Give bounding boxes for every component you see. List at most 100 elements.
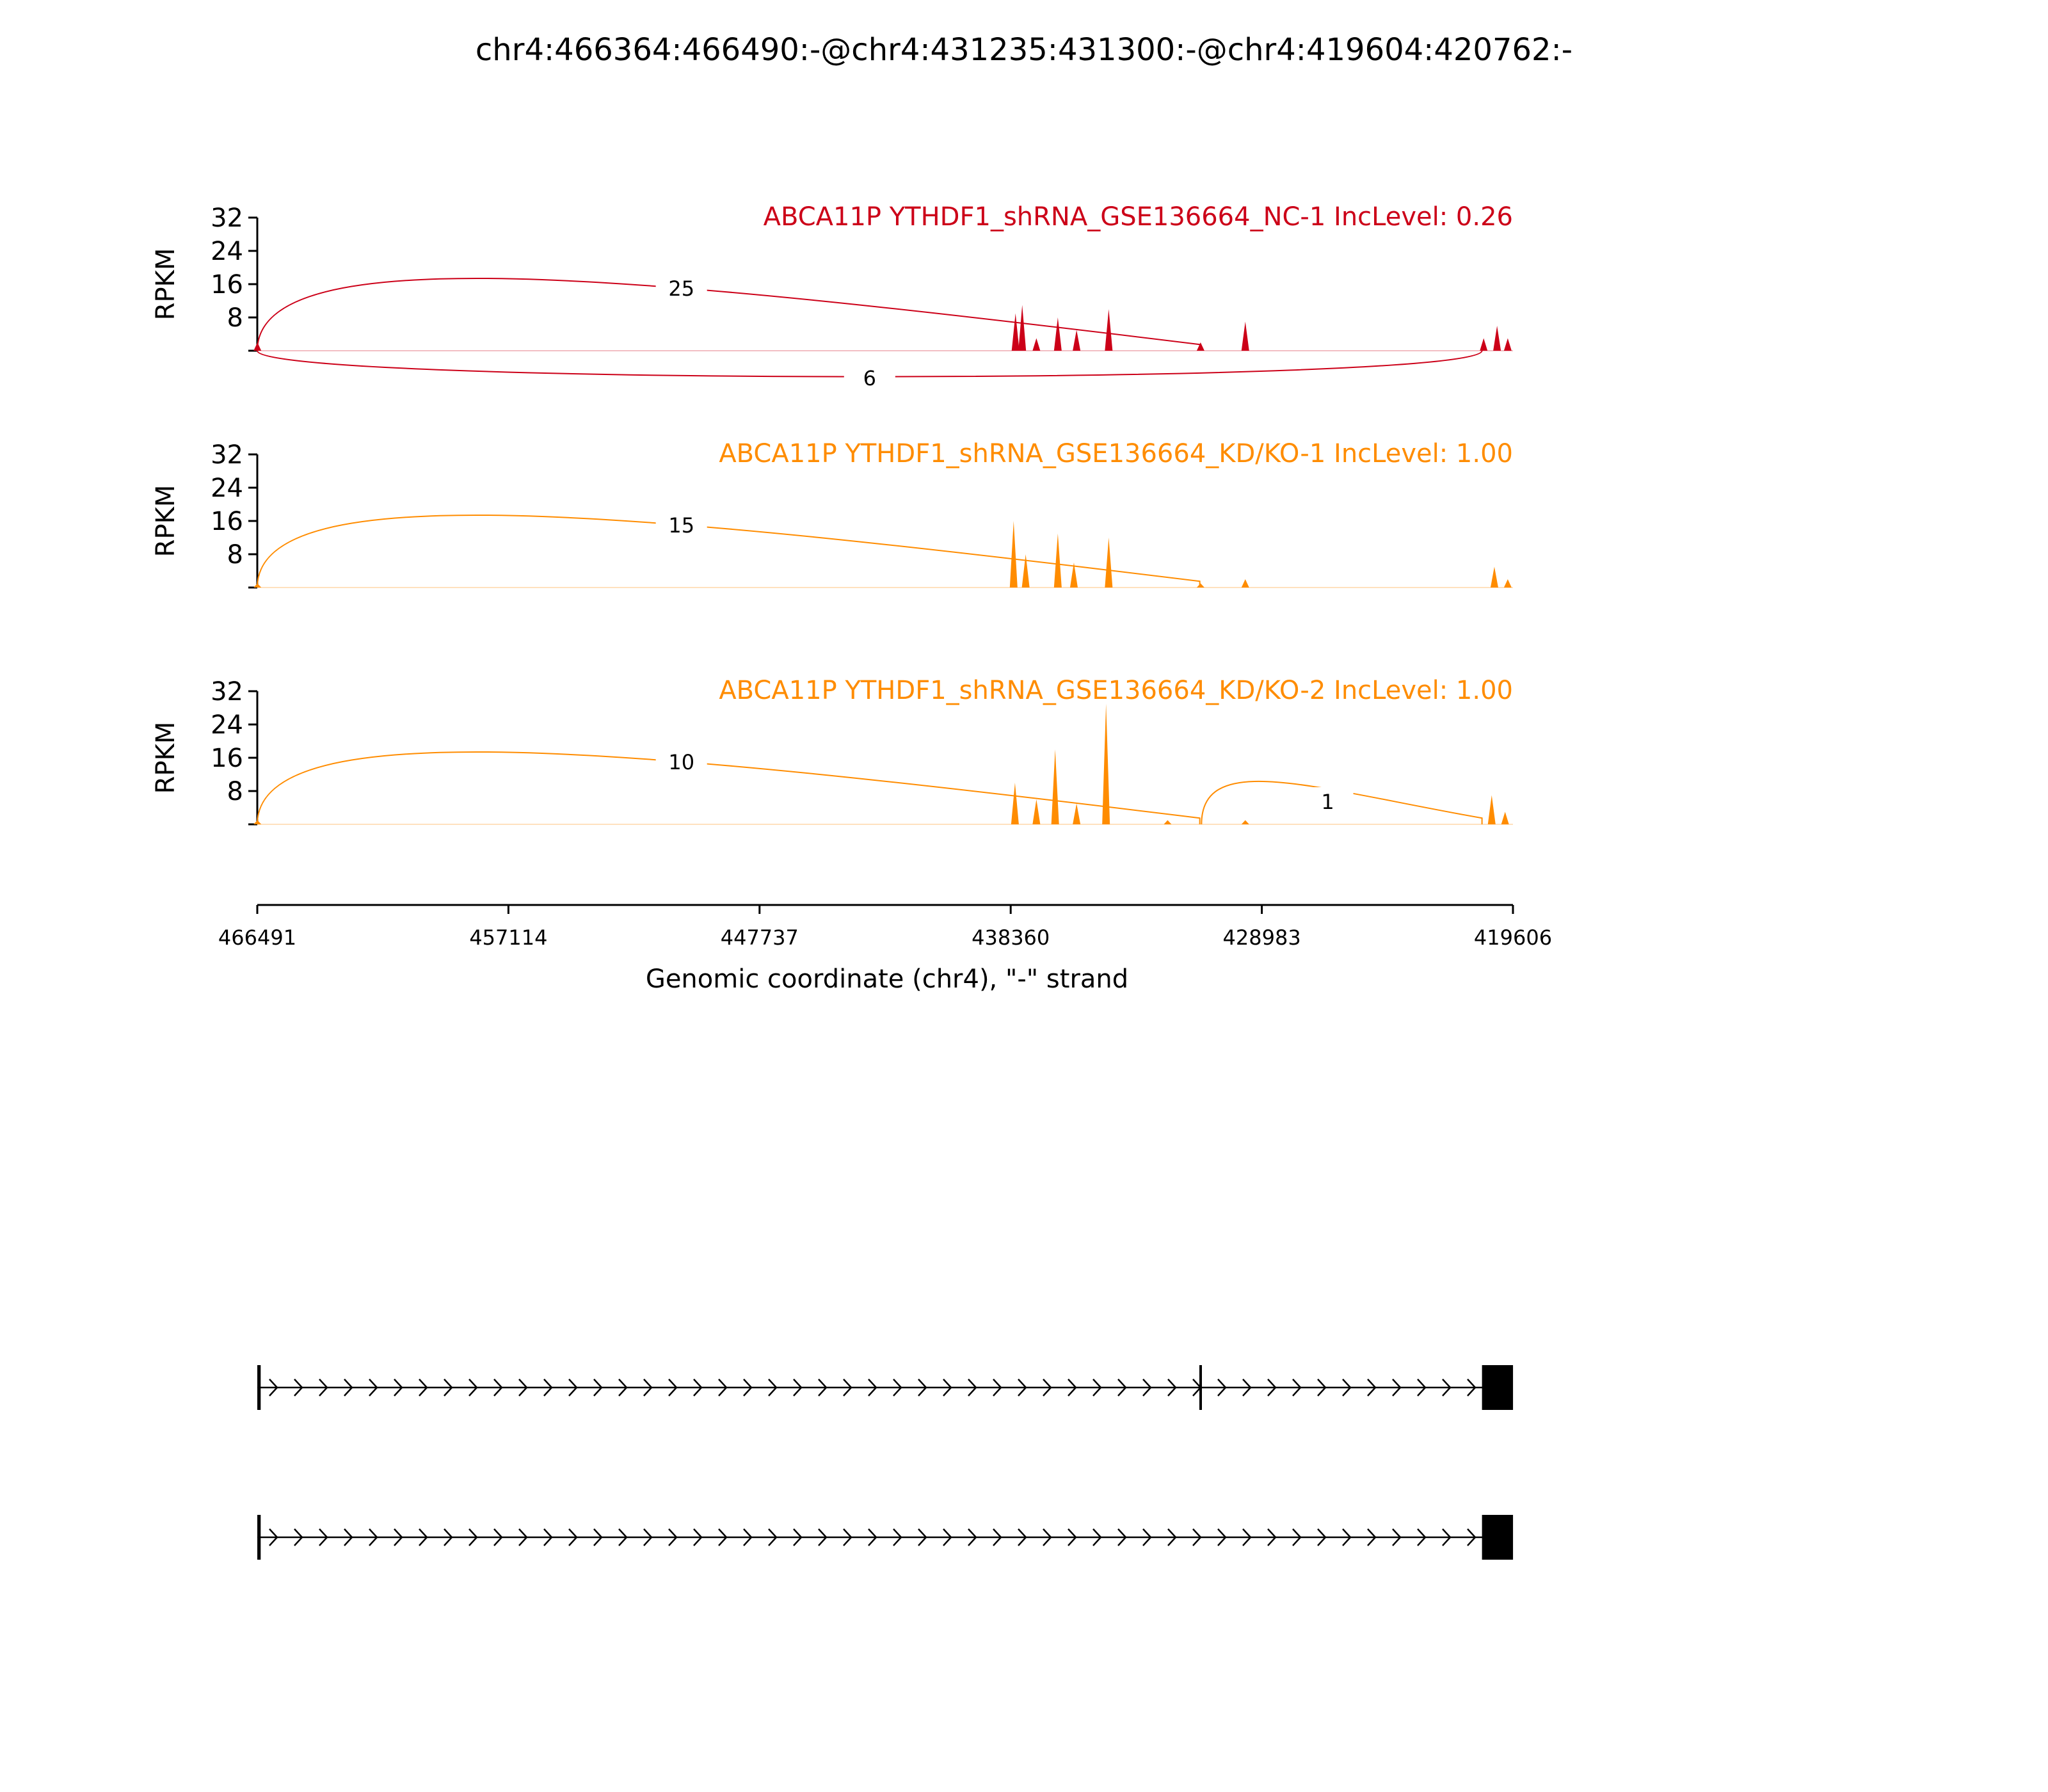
strand-arrow	[269, 1528, 278, 1546]
coverage-peak	[1241, 579, 1249, 588]
coverage-peak	[1102, 703, 1110, 824]
coverage-peak	[1018, 305, 1027, 351]
x-tick-label: 419606	[1474, 925, 1552, 950]
panel-2: 32 24 16 8 RPKM ABCA11P YTHDF1_shRNA_GSE13666…	[151, 439, 1513, 589]
coverage-peak	[1501, 812, 1509, 824]
junction-count-box	[655, 511, 707, 539]
strand-arrow	[643, 1379, 653, 1396]
strand-arrow	[1417, 1379, 1427, 1396]
exon	[257, 1515, 261, 1560]
strand-arrow	[468, 1379, 478, 1396]
x-tick-label: 447737	[721, 925, 799, 950]
strand-arrow	[768, 1379, 778, 1396]
coverage-peak	[1503, 579, 1512, 588]
coverage-peak	[1021, 554, 1030, 588]
strand-arrow	[319, 1528, 328, 1546]
strand-arrow	[1267, 1379, 1277, 1396]
strand-arrow	[1092, 1379, 1102, 1396]
strand-arrow	[419, 1379, 428, 1396]
strand-arrow	[1192, 1528, 1202, 1546]
strand-arrow	[618, 1528, 628, 1546]
strand-arrow	[1142, 1379, 1152, 1396]
junction-count: 25	[668, 276, 694, 301]
coverage-peak	[1105, 309, 1113, 351]
strand-arrow	[1367, 1379, 1377, 1396]
coverage-peak	[1011, 313, 1020, 351]
exon	[1482, 1365, 1514, 1410]
y-tick-label: 8	[227, 777, 243, 806]
coverage-peak	[1073, 803, 1081, 824]
strand-arrow	[1292, 1379, 1302, 1396]
strand-arrow	[668, 1379, 678, 1396]
coverage-peak	[1241, 321, 1249, 351]
y-axis-label: RPKM	[151, 485, 180, 557]
x-tick-label: 457114	[469, 925, 547, 950]
transcript-2	[257, 1515, 1514, 1560]
strand-arrow	[768, 1528, 778, 1546]
junction-arc	[1201, 780, 1483, 825]
strand-arrow	[943, 1528, 952, 1546]
coverage-peak	[1069, 563, 1078, 588]
junction-arc	[257, 514, 1201, 588]
coverage-peak	[1503, 338, 1512, 351]
strand-arrow	[893, 1379, 902, 1396]
strand-arrow	[1167, 1379, 1177, 1396]
strand-arrow	[1242, 1379, 1252, 1396]
y-axis-label: RPKM	[151, 722, 180, 794]
x-tick-label: 466491	[218, 925, 296, 950]
y-axis-label: RPKM	[151, 248, 180, 321]
transcript-models	[257, 1365, 1514, 1560]
strand-arrow	[893, 1528, 902, 1546]
coverage-peak	[1032, 338, 1041, 351]
strand-arrow	[1267, 1528, 1277, 1546]
strand-arrow	[718, 1379, 728, 1396]
junction-count: 15	[668, 513, 694, 538]
strand-arrow	[1167, 1528, 1177, 1546]
strand-arrow	[1018, 1379, 1027, 1396]
strand-arrow	[993, 1379, 1002, 1396]
strand-arrow	[294, 1379, 303, 1396]
strand-arrow	[1068, 1528, 1077, 1546]
x-tick-label: 438360	[972, 925, 1050, 950]
strand-arrow	[493, 1379, 503, 1396]
strand-arrow	[1342, 1528, 1352, 1546]
strand-arrow	[419, 1528, 428, 1546]
strand-arrow	[918, 1379, 927, 1396]
strand-arrow	[344, 1379, 353, 1396]
strand-arrow	[568, 1379, 578, 1396]
coverage-peak	[1241, 820, 1249, 824]
strand-arrow	[1367, 1528, 1377, 1546]
strand-arrow	[968, 1379, 977, 1396]
strand-arrow	[718, 1528, 728, 1546]
coverage-peak	[1009, 521, 1018, 588]
strand-arrow	[518, 1379, 528, 1396]
strand-arrow	[344, 1528, 353, 1546]
strand-arrow	[868, 1379, 877, 1396]
strand-arrow	[668, 1528, 678, 1546]
strand-arrow	[693, 1379, 703, 1396]
strand-arrow	[269, 1379, 278, 1396]
strand-arrow	[1217, 1528, 1227, 1546]
exon	[257, 1365, 261, 1410]
strand-arrow	[444, 1379, 453, 1396]
coverage-peak	[1051, 749, 1059, 824]
strand-arrow	[1018, 1528, 1027, 1546]
coverage-peak	[1196, 583, 1204, 588]
strand-arrow	[1392, 1379, 1402, 1396]
strand-arrow	[468, 1528, 478, 1546]
strand-arrow	[868, 1528, 877, 1546]
junction-arc	[257, 277, 1201, 351]
x-tick-label: 428983	[1223, 925, 1301, 950]
y-tick-label: 16	[211, 507, 243, 536]
coverage-peak	[1053, 533, 1062, 588]
strand-arrow	[543, 1528, 553, 1546]
coverage-peak	[1073, 330, 1081, 351]
junction-arc	[257, 751, 1201, 825]
strand-arrow	[993, 1528, 1002, 1546]
strand-arrow	[1217, 1379, 1227, 1396]
coverage-peak	[1196, 342, 1204, 351]
strand-arrow	[493, 1528, 503, 1546]
strand-arrow	[1392, 1528, 1402, 1546]
coverage-peak	[1493, 326, 1501, 351]
